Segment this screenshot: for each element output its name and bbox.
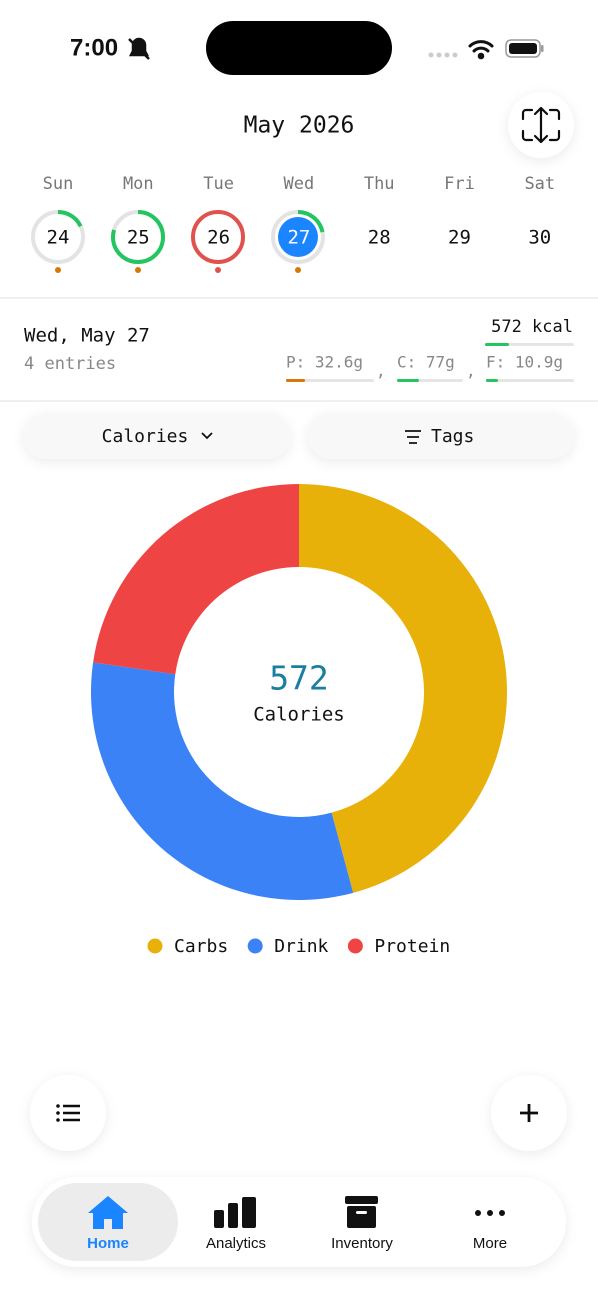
tags-button[interactable]: Tags	[308, 413, 574, 459]
bell-off-icon	[128, 37, 150, 60]
day-number[interactable]: 29	[448, 227, 471, 249]
day-number[interactable]: 26	[207, 227, 230, 249]
week-strip: Sun 24 Mon 25 Tue 26 Wed 27 Thu 28 Fri 29 Sat 30	[43, 174, 556, 249]
metric-label: Calories	[102, 426, 189, 447]
day-number[interactable]: 30	[528, 227, 551, 249]
tab-label[interactable]: Home	[87, 1235, 129, 1252]
weekday-label: Sun	[43, 174, 74, 194]
expand-button[interactable]	[508, 92, 574, 158]
macro-bars	[286, 379, 574, 382]
weekday-label: Sat	[524, 174, 555, 194]
center-label: Calories	[253, 704, 345, 726]
legend-label: Protein	[374, 936, 450, 957]
day-number[interactable]: 24	[47, 227, 70, 249]
status-time: 7:00	[70, 34, 118, 61]
more-icon	[475, 1210, 505, 1216]
donut-chart	[91, 484, 508, 900]
center-value: 572	[269, 659, 329, 698]
donut-segment	[299, 484, 508, 893]
battery-icon	[505, 39, 544, 58]
separator: ,	[466, 362, 476, 381]
active-tab-bg	[38, 1183, 178, 1261]
tab-label[interactable]: Analytics	[206, 1235, 266, 1252]
donut-segment	[93, 484, 299, 675]
fat-label: F: 10.9g	[486, 353, 563, 372]
day-number[interactable]: 27	[287, 227, 310, 249]
tabs: Home Analytics Inventory More	[87, 1235, 507, 1252]
weekday-label: Fri	[444, 174, 475, 194]
month-title: May 2026	[244, 113, 355, 139]
list-button[interactable]	[30, 1075, 106, 1151]
day-number[interactable]: 25	[127, 227, 150, 249]
weekday-label: Mon	[123, 174, 154, 194]
weekday-label: Tue	[203, 174, 234, 194]
kcal-progress	[485, 343, 509, 346]
signal-icon	[428, 52, 458, 58]
summary-date: Wed, May 27	[24, 325, 150, 347]
inventory-icon	[345, 1196, 378, 1228]
legend-label: Carbs	[174, 936, 228, 957]
separator: ,	[376, 362, 386, 381]
add-button[interactable]	[491, 1075, 567, 1151]
legend-label: Drink	[274, 936, 328, 957]
weekday-label: Wed	[284, 174, 315, 194]
day-dots	[55, 267, 301, 273]
legend-swatch	[147, 938, 163, 954]
protein-label: P: 32.6g	[286, 353, 363, 372]
wifi-icon	[468, 40, 494, 60]
legend-swatch	[347, 938, 363, 954]
analytics-icon	[214, 1197, 256, 1228]
day-number[interactable]: 28	[368, 227, 391, 249]
tags-label: Tags	[431, 426, 474, 447]
dynamic-island	[206, 21, 392, 75]
kcal-total: 572 kcal	[491, 317, 573, 337]
day-rings	[31, 210, 325, 264]
tab-label[interactable]: More	[473, 1235, 507, 1252]
tab-label[interactable]: Inventory	[331, 1235, 393, 1252]
metric-dropdown[interactable]: Calories	[24, 413, 290, 459]
donut-segment	[91, 662, 354, 900]
weekday-label: Thu	[364, 174, 395, 194]
legend-swatch	[247, 938, 263, 954]
home-icon	[88, 1196, 128, 1229]
carbs-label: C: 77g	[397, 353, 455, 372]
entry-count: 4 entries	[24, 354, 116, 374]
legend: Carbs Drink Protein	[147, 936, 450, 957]
